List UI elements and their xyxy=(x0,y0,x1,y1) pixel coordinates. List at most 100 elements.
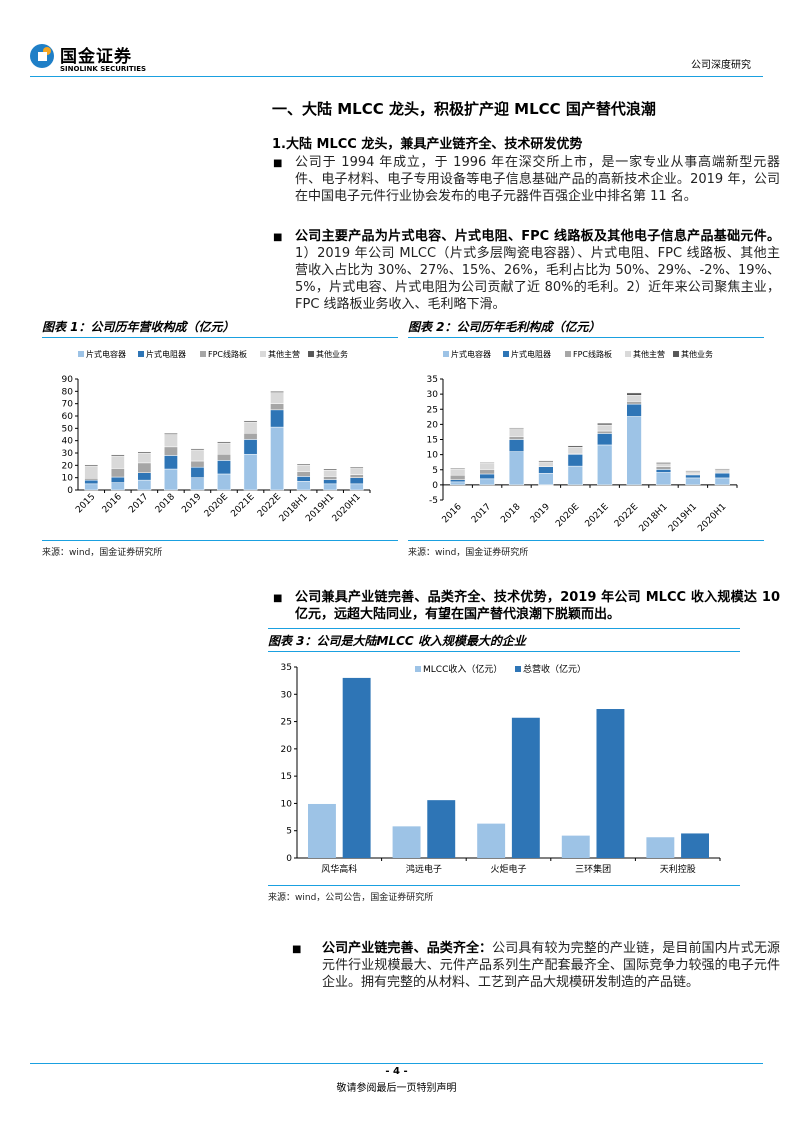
figure-2-bottom-rule xyxy=(408,540,764,541)
bar-segment xyxy=(190,466,205,478)
bar-segment xyxy=(217,453,231,461)
bar-segment xyxy=(538,461,554,467)
x-tick-label: 三环集团 xyxy=(575,863,611,875)
x-tick-label: 2019H1 xyxy=(304,492,336,524)
bar-segment xyxy=(243,420,258,423)
bar-segment xyxy=(714,477,730,486)
bar-segment xyxy=(84,464,99,467)
bar-segment xyxy=(137,462,152,473)
footer-divider xyxy=(30,1063,763,1064)
x-tick-label: 2015 xyxy=(74,492,97,515)
figure-3-source: 来源：wind，公司公告，国金证券研究所 xyxy=(268,893,434,903)
bar-segment xyxy=(110,482,125,491)
legend-swatch xyxy=(138,351,144,357)
y-tick-label: 30 xyxy=(427,390,439,400)
bar-segment xyxy=(190,460,205,468)
bar-segment xyxy=(538,484,554,486)
bar-segment xyxy=(538,466,554,474)
bar-segment xyxy=(714,472,730,479)
bar-segment xyxy=(164,434,178,448)
y-tick-label: 5 xyxy=(286,827,292,837)
report-type: 公司深度研究 xyxy=(691,60,751,71)
bar-segment xyxy=(655,462,672,464)
figure-1-source: 来源：wind，国金证券研究所 xyxy=(42,548,163,558)
bar-segment xyxy=(567,447,583,454)
bar-segment xyxy=(296,463,311,466)
bullet-icon: ■ xyxy=(273,158,283,169)
bar-segment xyxy=(190,448,205,451)
bar-segment xyxy=(296,476,311,482)
y-tick-label: 35 xyxy=(427,375,438,385)
figure-3-title: 图表 3：公司是大陆MLCC 收入规模最大的企业 xyxy=(268,634,526,648)
bar-segment xyxy=(508,427,525,429)
figure-1-rule xyxy=(42,337,398,338)
legend-swatch xyxy=(260,351,266,357)
chart-revenue-composition: 片式电容器 片式电阻器 FPC线路板 其他主营 其他业务 0 10 20 30 40 50 60 70 8… xyxy=(62,349,371,524)
y-tick-label: 25 xyxy=(281,718,292,728)
y-tick-label: 0 xyxy=(67,486,73,496)
bar-segment xyxy=(479,469,495,475)
bar-segment xyxy=(685,474,701,479)
bar-segment xyxy=(597,424,613,432)
legend-swatch xyxy=(673,351,679,357)
bar xyxy=(681,833,710,858)
y-tick-label: 0 xyxy=(432,481,438,491)
bar-segment xyxy=(655,463,672,467)
bar-segment xyxy=(349,468,364,475)
y-tick-label: 50 xyxy=(62,424,74,434)
bar-segment xyxy=(479,462,495,464)
x-tick-label: 2017 xyxy=(470,502,493,525)
chart-gross-profit-composition: 片式电容器 片式电阻器 FPC线路板 其他主营 其他业务 -5 0 5 10 15 20 25 30 35… xyxy=(427,349,738,534)
bar-segment xyxy=(567,445,583,448)
paragraph-4: 公司产业链完善、品类齐全：公司具有较为完整的产业链，是目前国内片式无源元件行业规… xyxy=(322,941,780,990)
x-tick-label: 2019 xyxy=(180,492,203,515)
y-tick-label: 30 xyxy=(62,449,74,459)
x-tick-label: 鸿远电子 xyxy=(406,863,442,875)
legend-swatch xyxy=(625,351,631,357)
legend-label: FPC线路板 xyxy=(208,349,247,359)
legend-swatch xyxy=(415,666,421,672)
bar-segment xyxy=(296,471,311,477)
x-tick-label: 2020E xyxy=(554,502,582,530)
bar-segment xyxy=(714,468,730,470)
bar-segment xyxy=(655,466,672,470)
bar-segment xyxy=(323,468,338,471)
legend-label: 其他主营 xyxy=(268,349,300,359)
x-tick-label: 风华高科 xyxy=(321,863,357,875)
figure-2-title: 图表 2：公司历年毛利构成（亿元） xyxy=(408,320,601,334)
x-tick-label: 2016 xyxy=(441,502,464,525)
y-tick-label: 10 xyxy=(427,451,439,461)
x-tick-label: 2021E xyxy=(229,492,257,520)
x-tick-label: 火炬电子 xyxy=(490,863,526,875)
bar-segment xyxy=(110,476,125,483)
bar xyxy=(307,803,336,858)
bar xyxy=(596,709,625,858)
x-tick-label: 2020E xyxy=(203,492,231,520)
bar-segment xyxy=(137,472,152,481)
bar-segment xyxy=(655,472,672,486)
paragraph-1: 公司于 1994 年成立，于 1996 年在深交所上市，是一家专业从事高端新型元… xyxy=(295,155,780,204)
bar-segment xyxy=(349,466,364,469)
y-tick-label: 30 xyxy=(281,690,293,700)
legend-swatch xyxy=(503,351,509,357)
bar-segment xyxy=(685,471,701,475)
legend-label: MLCC收入（亿元） xyxy=(423,663,502,675)
legend-label: 总营收（亿元） xyxy=(523,663,586,675)
x-tick-label: 2017 xyxy=(127,492,150,515)
bar-segment xyxy=(349,483,364,491)
figure-3-rule xyxy=(268,628,740,629)
legend-label: 其他业务 xyxy=(316,349,348,359)
bar-segment xyxy=(450,479,466,483)
x-tick-label: 天利控股 xyxy=(660,863,696,875)
bar-segment xyxy=(538,473,554,486)
bar-segment xyxy=(450,467,466,470)
bar-segment xyxy=(296,481,311,491)
x-tick-label: 2018 xyxy=(499,502,522,525)
x-tick-label: 2021E xyxy=(584,502,612,530)
x-tick-label: 2018H1 xyxy=(638,502,670,534)
bar-segment xyxy=(217,442,231,455)
bar-segment xyxy=(479,473,495,480)
y-tick-label: 40 xyxy=(62,437,74,447)
legend-swatch xyxy=(565,351,571,357)
bar-segment xyxy=(626,403,642,417)
